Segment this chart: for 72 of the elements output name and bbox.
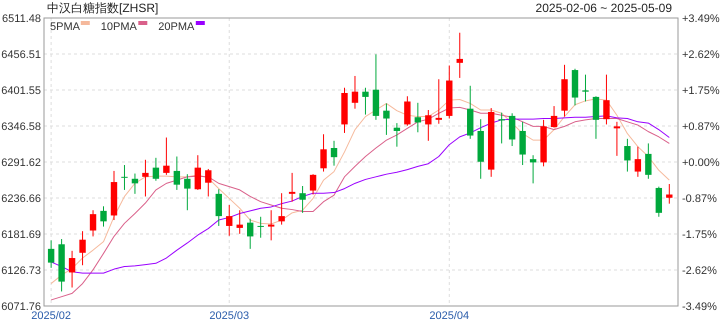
candlestick — [310, 174, 316, 195]
candlestick — [614, 121, 620, 156]
candlestick — [184, 174, 191, 211]
candlestick — [498, 112, 505, 144]
candlestick — [90, 210, 96, 237]
y2-tick-label: -1.75% — [682, 229, 718, 242]
candlestick — [404, 96, 411, 126]
y2-tick-label: +3.49% — [682, 13, 720, 25]
candlestick — [394, 122, 400, 148]
candlestick — [121, 164, 128, 190]
legend-label: 5PMA — [50, 21, 81, 33]
y2-tick-label: +2.62% — [682, 48, 720, 61]
candlestick — [236, 210, 243, 234]
candlestick — [132, 173, 138, 194]
candlestick — [268, 210, 274, 241]
candlestick — [216, 188, 222, 226]
y-tick-label: 6401.55 — [1, 85, 41, 97]
candlestick — [645, 142, 652, 180]
candlestick — [163, 137, 170, 176]
candlestick — [299, 185, 306, 214]
candlestick — [603, 74, 610, 125]
candlestick — [592, 96, 600, 140]
chart-title: 中汉白糖指数[ZHSR] — [47, 1, 158, 15]
candlestick — [624, 138, 631, 172]
candlestick — [519, 121, 526, 166]
candlestick — [100, 206, 107, 228]
candlestick — [352, 75, 358, 110]
y-tick-label: 6236.66 — [1, 192, 41, 205]
chart-subtitle: 2025-02-06 ~ 2025-05-09 — [536, 1, 672, 15]
candlestick — [152, 157, 160, 182]
y2-tick-label: +0.00% — [682, 157, 720, 169]
candlestick — [247, 218, 254, 250]
candlestick — [425, 110, 432, 142]
candlestick — [383, 102, 390, 136]
legend-label: 10PMA — [100, 21, 138, 33]
y2-tick-label: -2.62% — [682, 265, 718, 278]
candlestick — [142, 159, 149, 197]
candlestick — [436, 78, 442, 124]
y-tick-label: 6181.69 — [1, 229, 41, 241]
candlestick — [48, 240, 54, 268]
y-tick-label: 6126.73 — [1, 264, 41, 277]
x-tick-label: 2025/03 — [209, 310, 250, 320]
candlestick — [320, 134, 327, 172]
x-tick-label: 2025/04 — [429, 310, 470, 320]
candlestick — [550, 106, 558, 128]
candlestick — [278, 192, 285, 226]
y-tick-label: 6291.62 — [1, 157, 41, 169]
candlestick — [666, 184, 673, 204]
x-tick-label: 2025/02 — [31, 310, 72, 320]
y-tick-label: 6346.58 — [1, 121, 41, 134]
candlestick — [174, 156, 180, 190]
candlestick — [79, 230, 86, 266]
candlestick — [456, 32, 463, 78]
candlestick — [634, 146, 642, 178]
candlestick — [194, 154, 202, 190]
candlestick — [330, 140, 338, 166]
y-tick-label: 6456.51 — [1, 49, 41, 62]
y2-tick-label: -0.87% — [682, 192, 718, 205]
candlestick — [288, 172, 296, 202]
candlestick — [362, 87, 369, 116]
y-tick-label: 6511.48 — [2, 13, 41, 25]
candlestick — [530, 154, 536, 184]
candlestick — [68, 250, 76, 288]
candlestick — [508, 112, 516, 147]
y2-tick-label: +1.75% — [682, 84, 720, 97]
y2-tick-label: -3.49% — [682, 301, 718, 313]
y2-tick-label: +0.87% — [682, 121, 720, 134]
legend-label: 20PMA — [158, 21, 196, 33]
candlestick — [414, 102, 422, 133]
candlestick — [205, 168, 212, 197]
candlestick — [257, 216, 264, 238]
candlestick — [226, 204, 232, 236]
